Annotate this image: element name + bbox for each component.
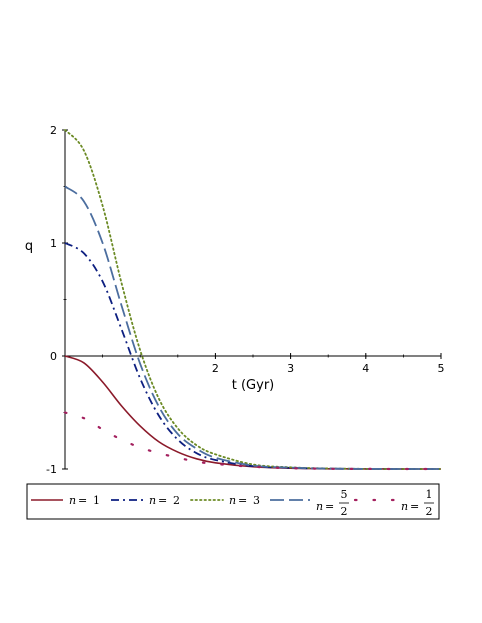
x-tick-label: 5 [438, 362, 445, 375]
y-tick-label: 0 [50, 350, 57, 363]
y-tick-label: 1 [50, 237, 57, 250]
legend-equals-0: = [78, 494, 87, 507]
tick-labels: 2 3 4 5 2 1 0 -1 [46, 124, 444, 476]
legend-numerator-4: 1 [426, 488, 433, 501]
legend: n = 1 n = 2 n = 3 n = 5 2 n = 1 2 [26, 483, 440, 520]
plot-lines [63, 129, 443, 471]
legend-denominator-3: 2 [341, 505, 348, 518]
y-tick-label: 2 [50, 124, 57, 137]
legend-box [26, 483, 440, 520]
x-axis-label: t (Gyr) [232, 378, 275, 393]
legend-symbol-0: n [69, 494, 76, 507]
series-line-2 [64, 129, 442, 470]
legend-equals-4: = [410, 500, 419, 513]
legend-symbol-4: n [401, 500, 408, 513]
legend-numerator-3: 5 [341, 488, 348, 501]
legend-value-2: 3 [253, 494, 260, 507]
x-tick-label: 4 [362, 362, 369, 375]
legend-symbol-3: n [316, 500, 323, 513]
legend-value-1: 2 [173, 494, 180, 507]
axes [62, 129, 442, 470]
legend-equals-2: = [238, 494, 247, 507]
legend-symbol-1: n [149, 494, 156, 507]
legend-equals-3: = [325, 500, 334, 513]
x-tick-label: 2 [212, 362, 219, 375]
series-line-4 [63, 411, 443, 471]
series-line-3 [64, 185, 442, 470]
legend-symbol-2: n [229, 494, 236, 507]
y-axis-label: q [25, 239, 33, 254]
legend-denominator-4: 2 [426, 505, 433, 518]
x-tick-label: 3 [287, 362, 294, 375]
y-tick-label: -1 [46, 463, 57, 476]
legend-equals-1: = [158, 494, 167, 507]
series-line-0 [64, 355, 442, 470]
legend-value-0: 1 [93, 494, 100, 507]
